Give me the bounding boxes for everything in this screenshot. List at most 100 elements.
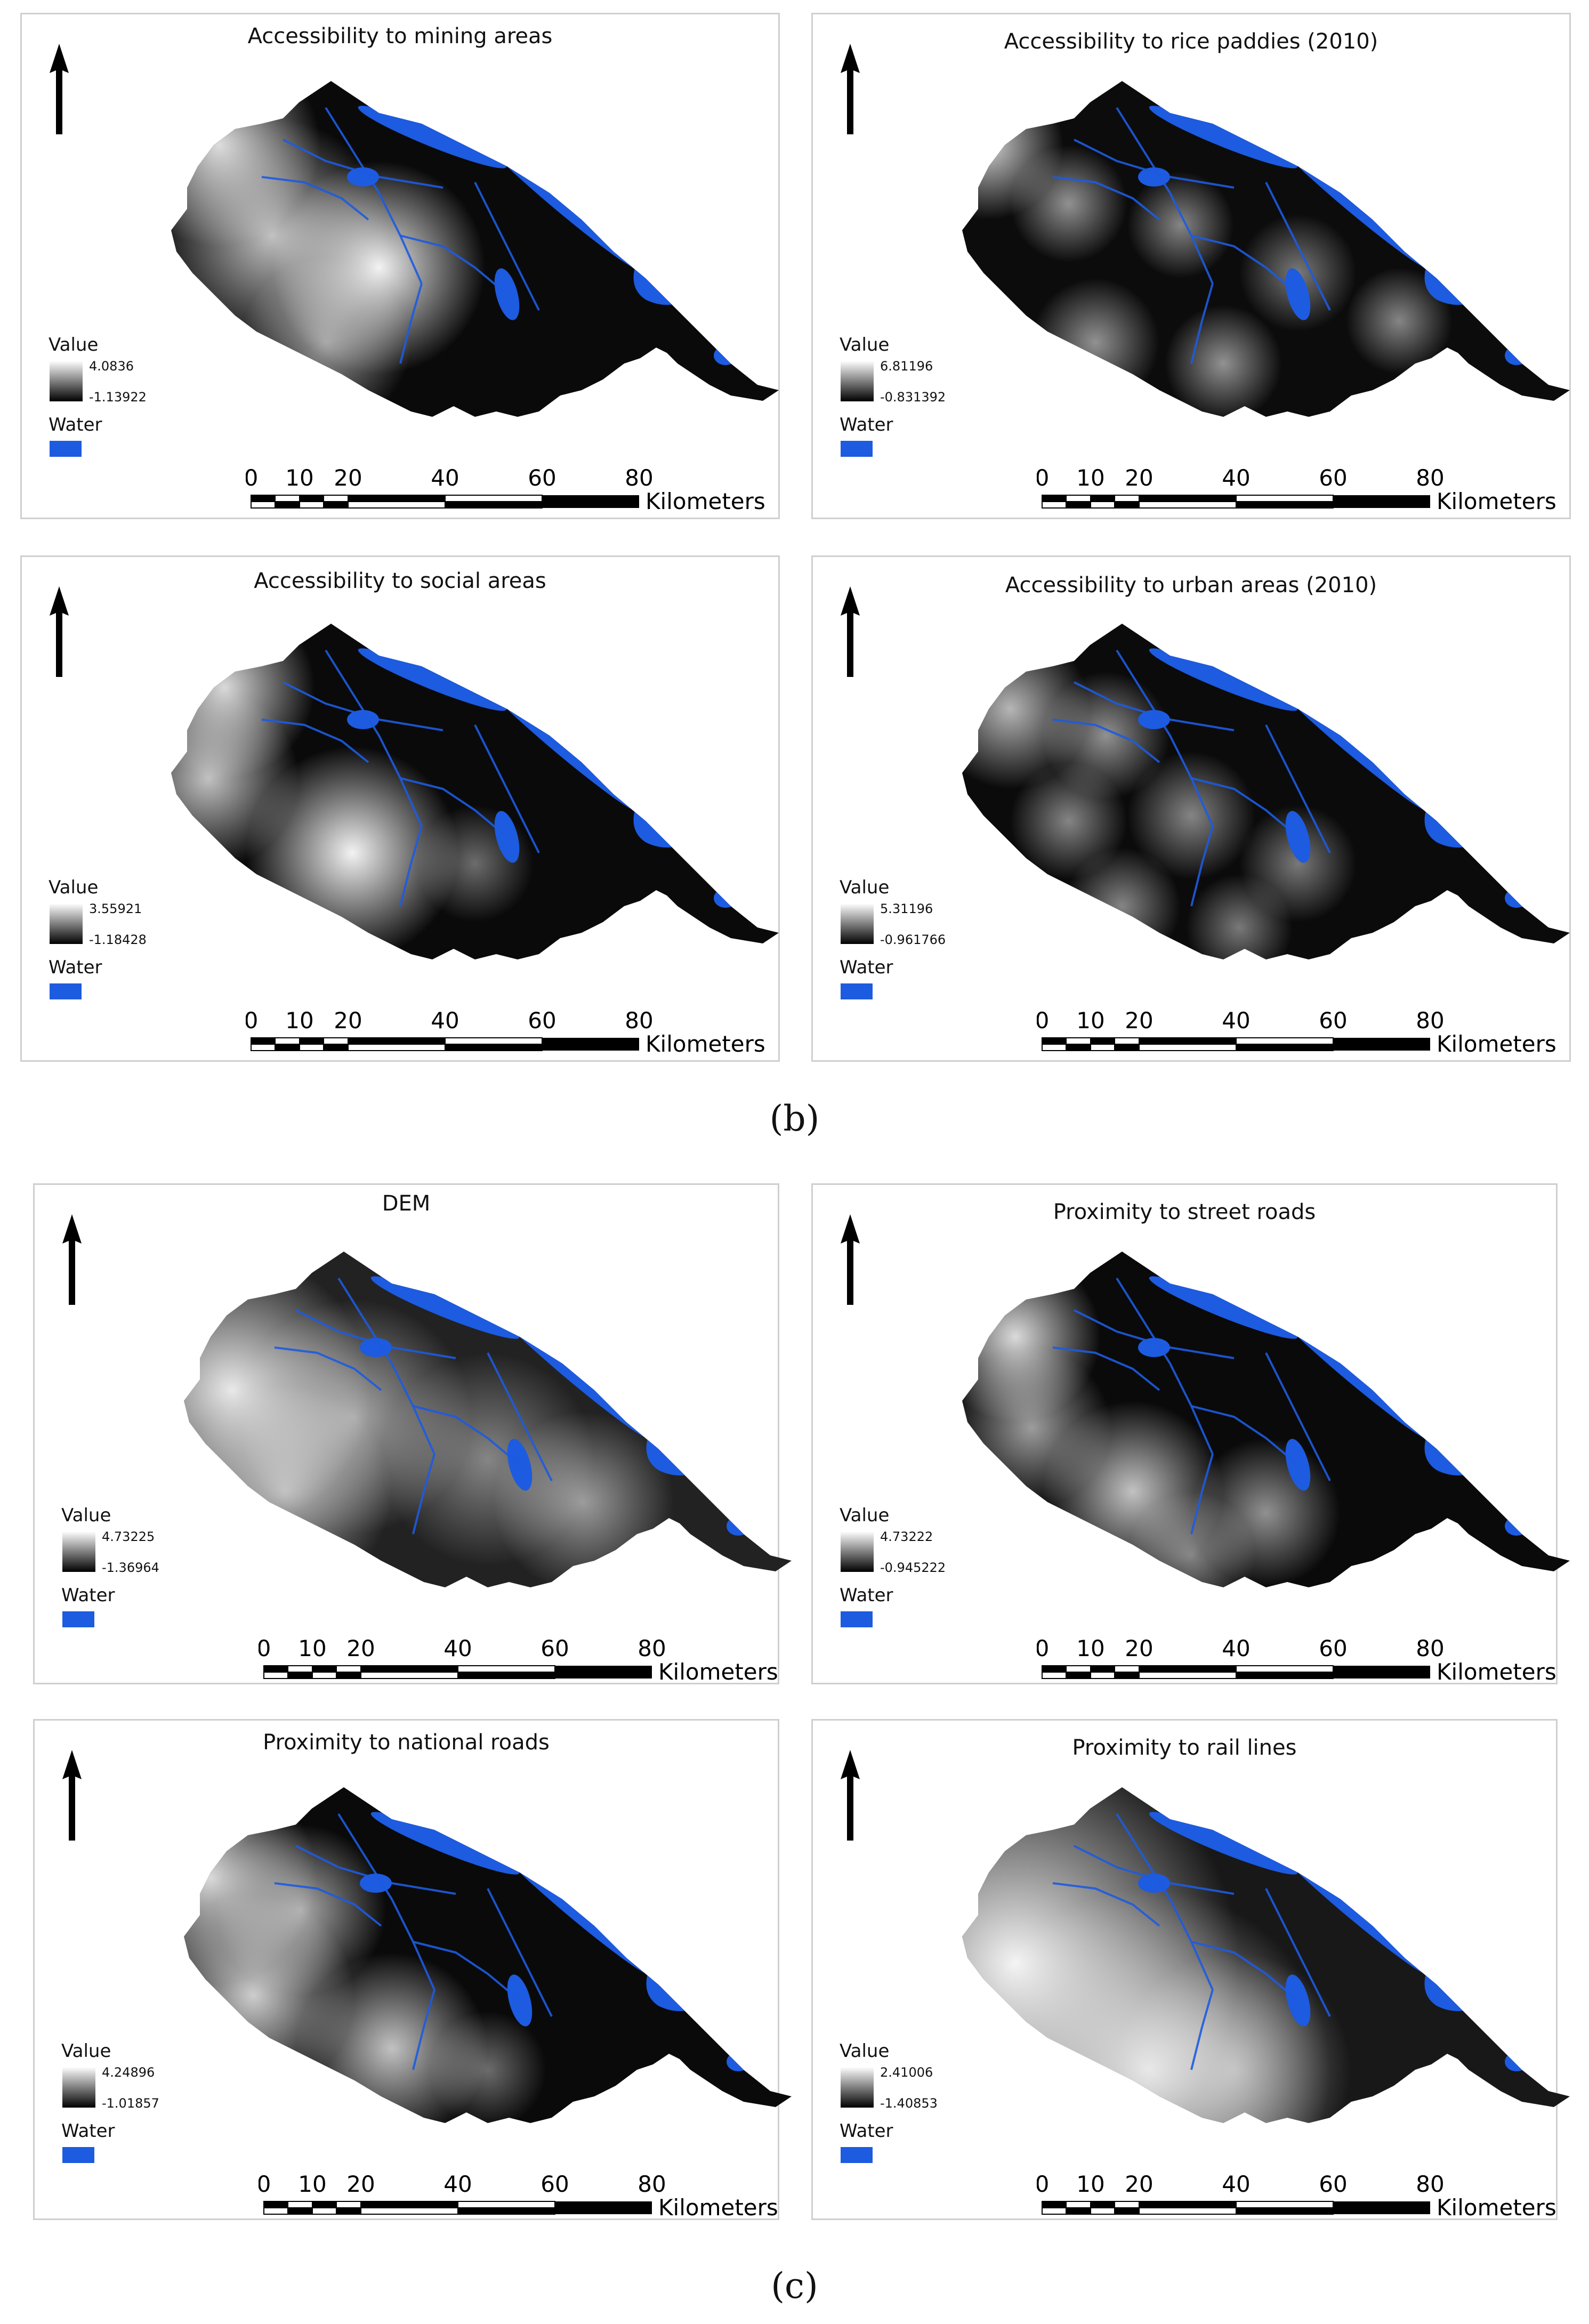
scale-tick-label: 10 (298, 1635, 326, 1661)
scale-segment (312, 1665, 337, 1673)
panel-title: Proximity to national roads (263, 1730, 550, 1755)
scale-segment (299, 495, 324, 502)
scale-segment (1333, 1666, 1430, 1679)
scale-segment (457, 2201, 555, 2208)
scale-tick-label: 20 (1125, 465, 1153, 491)
scale-segment (1139, 2201, 1237, 2208)
north-arrow-icon (841, 44, 860, 134)
scale-tick-label: 80 (638, 2171, 666, 2197)
scale-segment (299, 1044, 324, 1051)
legend-min-value: -1.40853 (880, 2096, 938, 2111)
scale-segment (1139, 1672, 1237, 1679)
legend-value-label: Value (49, 334, 99, 356)
scale-segment (542, 495, 639, 508)
scale-segment (1090, 1037, 1115, 1045)
legend-water-swatch (841, 983, 873, 999)
scale-tick-label: 40 (1222, 2171, 1250, 2197)
caption-b: (b) (769, 1098, 820, 1139)
scale-segment (1090, 1665, 1115, 1673)
raster-map (184, 1252, 792, 1587)
scale-segment (555, 2201, 652, 2214)
scale-segment (1042, 495, 1067, 502)
scale-segment (336, 1665, 361, 1673)
scale-segment (275, 495, 300, 502)
scale-tick-label: 60 (1319, 1007, 1347, 1034)
scale-segment (445, 501, 543, 509)
scale-unit-label: Kilometers (1437, 1659, 1556, 1685)
scale-tick-label: 80 (625, 465, 653, 491)
scale-tick-label: 10 (285, 1007, 313, 1034)
scale-tick-label: 10 (1076, 465, 1104, 491)
raster-map (962, 624, 1570, 959)
scale-segment (1114, 1665, 1140, 1673)
scale-segment (263, 2201, 288, 2208)
legend-max-value: 4.0836 (89, 359, 134, 374)
map-panel: Accessibility to social areas Value 3.5592… (20, 555, 780, 1062)
scale-tick-label: 60 (1319, 2171, 1347, 2197)
scale-tick-label: 0 (259, 1635, 271, 1661)
scale-segment (287, 2201, 313, 2208)
north-arrow-icon (50, 44, 69, 134)
scale-segment (323, 501, 349, 509)
legend: Value 5.31196 -0.961766 Water (840, 877, 967, 999)
legend-water-swatch (841, 2147, 873, 2163)
scale-segment (1090, 1044, 1115, 1051)
legend-water-label: Water (61, 1585, 115, 1606)
scale-segment (348, 1044, 446, 1051)
scale-segment (457, 1665, 555, 1673)
legend: Value 4.73225 -1.36964 Water (61, 1505, 189, 1627)
scale-segment (1042, 1044, 1067, 1051)
scale-tick-label: 40 (431, 465, 459, 491)
scale-segment (360, 1672, 458, 1679)
legend-color-ramp (50, 361, 83, 401)
scale-segment (1236, 1044, 1334, 1051)
scale-segment (287, 2207, 313, 2215)
scale-tick-label: 10 (1076, 2171, 1104, 2197)
legend: Value 6.81196 -0.831392 Water (840, 334, 967, 457)
scale-segment (1139, 501, 1237, 509)
scale-tick-label: 40 (443, 2171, 472, 2197)
map-panel: Proximity to rail lines Value 2.41006 -1.40… (811, 1719, 1570, 2221)
scale-segment (287, 1665, 313, 1673)
map-panel: DEM Value 4.73225 -1.36964 Water 0 10 20 40 60 80 K… (33, 1183, 792, 1685)
panel-title: Accessibility to rice paddies (2010) (1004, 29, 1378, 54)
scale-unit-label: Kilometers (658, 1659, 778, 1685)
legend-water-label: Water (840, 957, 893, 978)
scale-segment (299, 501, 324, 509)
legend-water-label: Water (61, 2120, 115, 2142)
scale-segment (1042, 1672, 1067, 1679)
scale-tick-label: 0 (246, 465, 258, 491)
scale-segment (555, 1666, 652, 1679)
scale-segment (1114, 501, 1140, 509)
north-arrow-icon (841, 1750, 860, 1841)
raster-map (171, 624, 779, 959)
north-arrow-icon (62, 1214, 82, 1305)
raster-map (962, 1787, 1570, 2123)
scale-segment (323, 495, 349, 502)
legend-water-swatch (841, 441, 873, 457)
map-panel: Proximity to street roads Value 4.73222 -0.… (811, 1183, 1570, 1685)
legend-water-swatch (841, 1611, 873, 1627)
scale-segment (1236, 2207, 1334, 2215)
legend-max-value: 2.41006 (880, 2065, 933, 2080)
legend: Value 4.73222 -0.945222 Water (840, 1505, 967, 1627)
scale-tick-label: 60 (541, 2171, 569, 2197)
scale-tick-label: 20 (334, 465, 362, 491)
scale-tick-label: 60 (528, 465, 556, 491)
scale-unit-label: Kilometers (1437, 2194, 1556, 2221)
north-arrow-icon (841, 1214, 860, 1305)
scale-unit-label: Kilometers (658, 2194, 778, 2221)
scale-segment (312, 1672, 337, 1679)
panel-title: DEM (382, 1191, 431, 1216)
legend-water-label: Water (840, 2120, 893, 2142)
scale-tick-label: 10 (298, 2171, 326, 2197)
legend-value-label: Value (61, 2040, 111, 2062)
legend-max-value: 3.55921 (89, 901, 142, 916)
scale-segment (1236, 1665, 1334, 1673)
scale-tick-label: 0 (259, 2171, 271, 2197)
scale-tick-label: 20 (346, 2171, 375, 2197)
scale-segment (1090, 501, 1115, 509)
